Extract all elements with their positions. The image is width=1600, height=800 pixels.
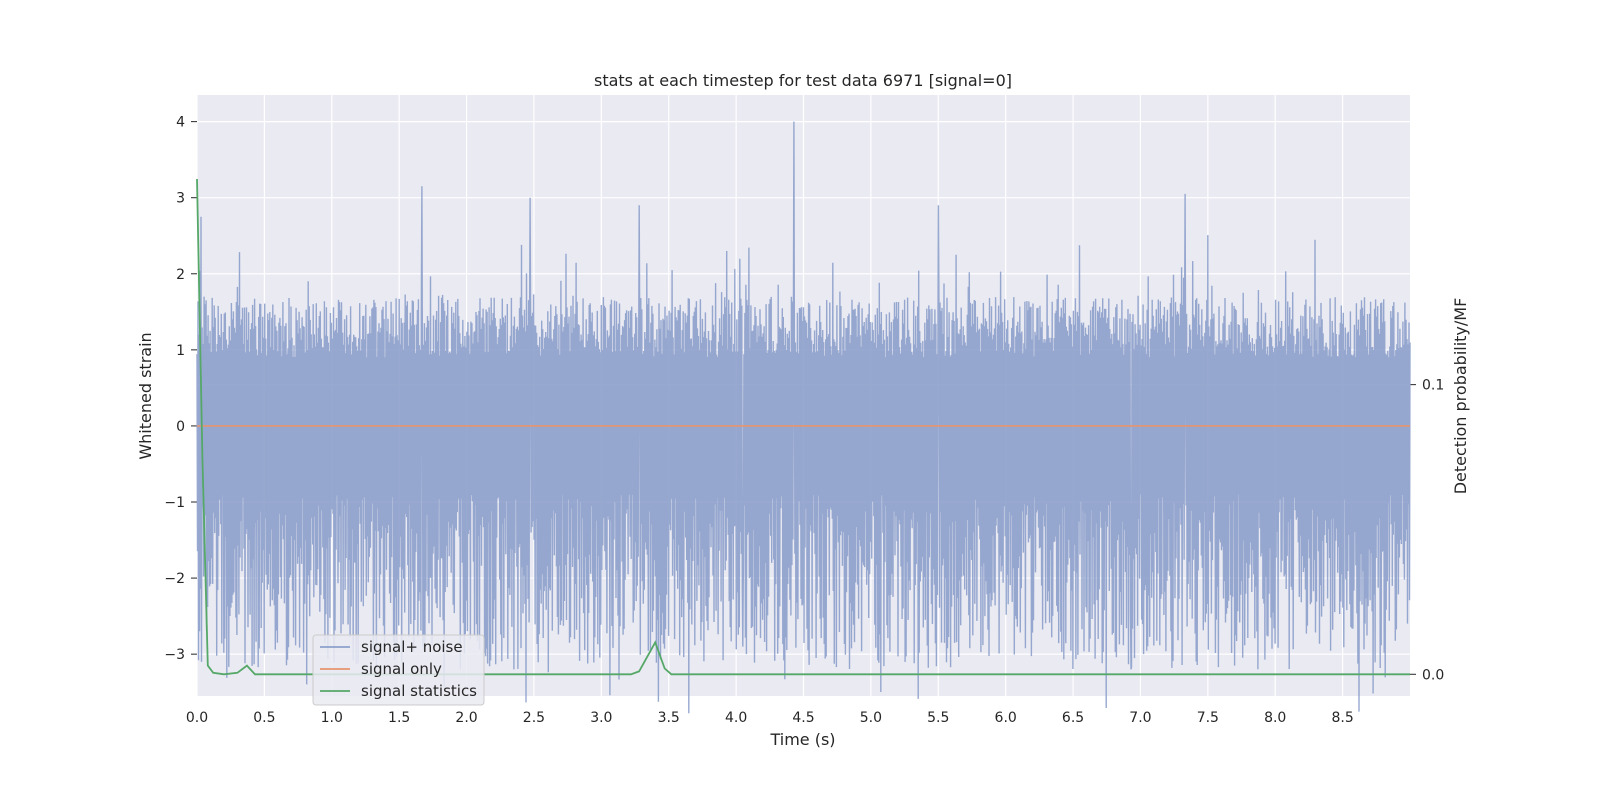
x-tick-label: 6.5 (1062, 710, 1084, 726)
series-signal-statistics (196, 178, 1410, 676)
y2-ticks: 0.1 0.0 (1410, 378, 1444, 683)
y-tick-label: 3 (176, 191, 185, 207)
legend-entry-signal-only: signal only (361, 660, 442, 678)
y-tick-label: −2 (164, 571, 185, 587)
chart-title: stats at each timestep for test data 697… (594, 71, 1012, 90)
x-tick-label: 2.5 (523, 710, 545, 726)
line-signal-statistics (196, 178, 1410, 676)
x-tick-label: 3.5 (658, 710, 680, 726)
x-tick-label: 1.0 (321, 710, 343, 726)
y-axis-label: Whitened strain (136, 332, 155, 459)
legend-entry-signal-noise: signal+ noise (361, 638, 463, 656)
legend: signal+ noise signal only signal statist… (312, 634, 485, 706)
y-tick-label: 4 (176, 115, 185, 131)
y-tick-label: −3 (164, 647, 185, 663)
x-tick-label: 1.5 (388, 710, 410, 726)
y-ticks: 4 3 2 1 0 −1 −2 −3 (164, 115, 197, 663)
y2-axis-label: Detection probability/MF (1451, 298, 1470, 495)
y-tick-label: −1 (164, 495, 185, 511)
x-tick-label: 5.5 (927, 710, 949, 726)
y-tick-label: 1 (176, 343, 185, 359)
x-tick-label: 8.0 (1264, 710, 1286, 726)
x-ticks: 0.0 0.5 1.0 1.5 2.0 2.5 3.0 3.5 4.0 4.5 5.0 5.5 6.0 6… (186, 710, 1354, 726)
y2-tick-label: 0.0 (1422, 667, 1444, 683)
line-signal-noise (196, 121, 1411, 714)
x-tick-label: 5.0 (860, 710, 882, 726)
x-tick-label: 6.0 (995, 710, 1017, 726)
x-tick-label: 7.0 (1129, 710, 1151, 726)
x-tick-label: 2.0 (455, 710, 477, 726)
y2-tick-label: 0.1 (1422, 378, 1444, 394)
x-tick-label: 0.0 (186, 710, 208, 726)
legend-entry-signal-statistics: signal statistics (361, 682, 477, 700)
y-tick-label: 2 (176, 267, 185, 283)
x-axis-label: Time (s) (769, 730, 835, 749)
x-tick-label: 7.5 (1197, 710, 1219, 726)
x-tick-label: 0.5 (253, 710, 275, 726)
legend-box (312, 634, 485, 706)
y-tick-label: 0 (176, 419, 185, 435)
x-tick-label: 4.5 (792, 710, 814, 726)
x-tick-label: 8.5 (1331, 710, 1353, 726)
series-signal-noise (196, 121, 1411, 714)
x-tick-label: 3.0 (590, 710, 612, 726)
x-tick-label: 4.0 (725, 710, 747, 726)
